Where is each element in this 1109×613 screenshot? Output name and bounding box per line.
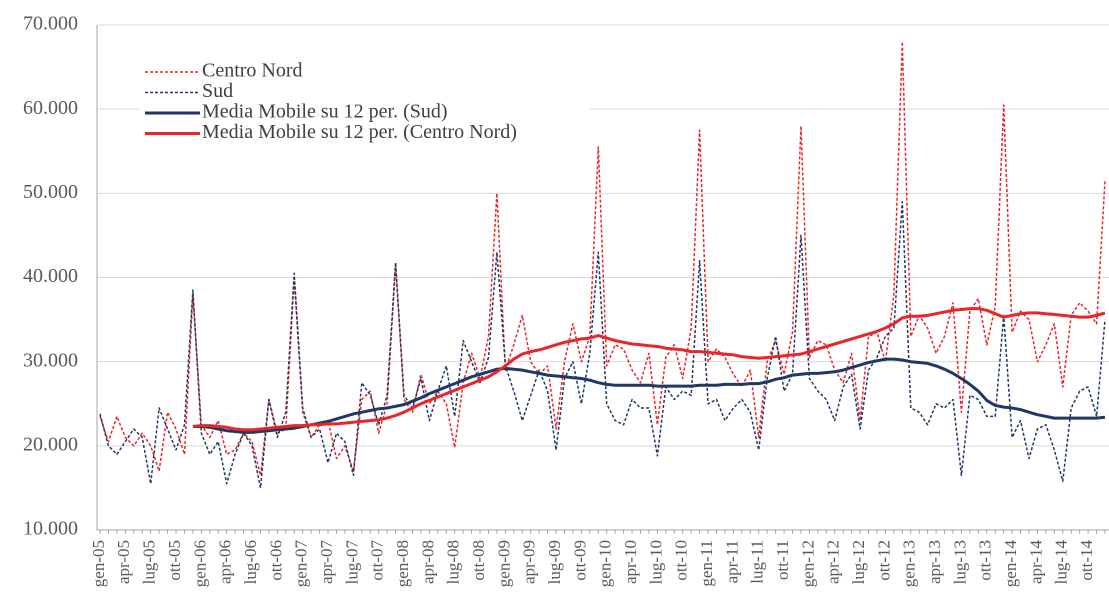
x-tick-label: ott-07 [368, 540, 387, 581]
x-tick-label: ott-09 [570, 540, 589, 581]
x-tick-label: apr-14 [1026, 540, 1045, 585]
y-tick-label: 20.000 [23, 433, 78, 455]
y-tick-label: 30.000 [23, 349, 78, 371]
x-tick-label: apr-08 [418, 540, 437, 584]
series-line [99, 201, 1106, 489]
x-tick-label: lug-09 [545, 540, 564, 584]
x-tick-label: ott-05 [165, 540, 184, 581]
x-tick-label: lug-12 [849, 540, 868, 584]
x-tick-label: apr-13 [925, 540, 944, 584]
x-tick-label: lug-10 [646, 540, 665, 584]
x-tick-label: gen-10 [596, 540, 615, 587]
x-tick-label: lug-05 [140, 540, 159, 584]
x-tick-label: ott-13 [976, 540, 995, 581]
x-tick-label: gen-13 [900, 540, 919, 587]
x-tick-label: apr-07 [317, 540, 336, 585]
x-tick-label: lug-06 [241, 540, 260, 584]
x-tick-label: apr-06 [216, 540, 235, 584]
legend-label: Centro Nord [202, 60, 303, 82]
x-tick-label: ott-08 [469, 540, 488, 581]
x-tick-label: gen-09 [494, 540, 513, 587]
y-tick-label: 50.000 [23, 181, 78, 203]
series-line [192, 307, 1106, 432]
y-tick-label: 40.000 [23, 265, 78, 287]
legend-box [140, 60, 590, 146]
x-tick-label: ott-14 [1077, 540, 1096, 581]
x-tick-label: apr-12 [824, 540, 843, 584]
x-tick-label: gen-11 [697, 540, 716, 587]
x-tick-label: ott-10 [672, 540, 691, 581]
x-tick-label: apr-09 [520, 540, 539, 584]
legend-label: Media Mobile su 12 per. (Centro Nord) [202, 121, 517, 143]
y-tick-label: 70.000 [23, 13, 78, 35]
x-tick-label: lug-07 [342, 540, 361, 585]
x-tick-label: gen-06 [190, 540, 209, 587]
y-tick-label: 10.000 [23, 518, 78, 540]
x-tick-label: apr-11 [722, 540, 741, 583]
x-tick-label: lug-11 [748, 540, 767, 584]
x-tick-label: lug-08 [444, 540, 463, 584]
y-tick-label: 60.000 [23, 97, 78, 119]
x-tick-label: gen-07 [292, 540, 311, 588]
x-tick-label: gen-08 [393, 540, 412, 587]
legend-label: Sud [202, 80, 233, 102]
x-tick-label: gen-12 [798, 540, 817, 587]
x-tick-label: gen-05 [89, 540, 108, 587]
series-line [99, 41, 1106, 477]
x-tick-label: apr-05 [114, 540, 133, 584]
series-line [192, 357, 1106, 434]
x-tick-label: gen-14 [1001, 540, 1020, 588]
x-tick-label: ott-11 [773, 540, 792, 580]
x-tick-label: apr-10 [621, 540, 640, 584]
x-tick-label: lug-13 [950, 540, 969, 584]
legend-label: Media Mobile su 12 per. (Sud) [202, 101, 448, 123]
x-tick-label: lug-14 [1052, 540, 1071, 585]
x-tick-label: ott-12 [874, 540, 893, 581]
x-tick-label: ott-06 [266, 540, 285, 581]
